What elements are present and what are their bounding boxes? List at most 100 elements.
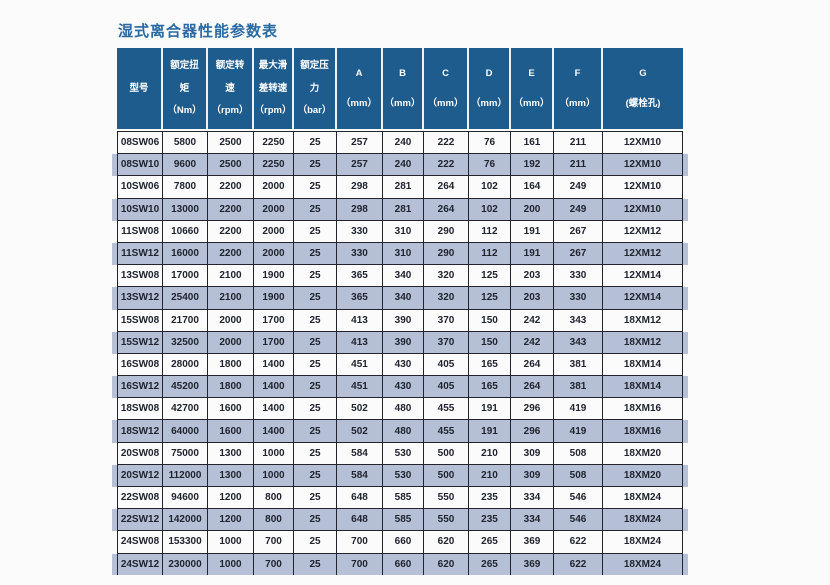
value-cell: 12XM14 bbox=[603, 287, 683, 309]
value-cell: 25 bbox=[294, 132, 337, 154]
table-row: 18SW08 42700 1600 1400 25 502 480 455 191 296 419 1… bbox=[117, 398, 683, 421]
value-cell: 381 bbox=[554, 353, 603, 376]
value-cell: 12XM12 bbox=[603, 220, 683, 242]
value-cell: 7800 bbox=[163, 176, 208, 198]
value-cell: 451 bbox=[337, 376, 383, 398]
value-cell: 1900 bbox=[254, 287, 294, 309]
value-cell: 25 bbox=[294, 464, 337, 486]
value-cell: 265 bbox=[469, 553, 511, 575]
column-header-line: 力 bbox=[309, 82, 320, 94]
value-cell: 200 bbox=[511, 198, 554, 220]
value-cell: 257 bbox=[337, 154, 383, 176]
value-cell: 18XM24 bbox=[603, 487, 683, 509]
model-cell: 15SW12 bbox=[117, 331, 163, 353]
table-row: 11SW08 10660 2200 2000 25 330 310 290 112 191 267 1… bbox=[117, 220, 683, 243]
value-cell: 191 bbox=[511, 220, 554, 242]
value-cell: 257 bbox=[337, 132, 383, 154]
value-cell: 370 bbox=[424, 331, 469, 353]
column-header-A: A （mm） bbox=[337, 48, 383, 129]
value-cell: 500 bbox=[424, 464, 469, 486]
column-header-model: 型号 bbox=[117, 48, 163, 129]
value-cell: 334 bbox=[511, 509, 554, 531]
column-header-line: 型号 bbox=[129, 82, 149, 94]
column-header-line: 额定扭 bbox=[170, 60, 199, 72]
model-cell: 10SW10 bbox=[117, 198, 163, 220]
value-cell: 2500 bbox=[208, 132, 254, 154]
value-cell: 191 bbox=[469, 420, 511, 442]
value-cell: 390 bbox=[383, 331, 424, 353]
column-header-line: B bbox=[399, 67, 406, 79]
value-cell: 191 bbox=[511, 242, 554, 265]
value-cell: 25 bbox=[294, 376, 337, 398]
value-cell: 249 bbox=[554, 176, 603, 198]
value-cell: 585 bbox=[383, 487, 424, 509]
value-cell: 620 bbox=[424, 531, 469, 553]
value-cell: 1200 bbox=[208, 509, 254, 531]
model-cell: 11SW12 bbox=[117, 242, 163, 265]
value-cell: 2250 bbox=[254, 132, 294, 154]
column-header-slip: 最大滑 差转速 （rpm） bbox=[254, 48, 294, 129]
value-cell: 112000 bbox=[163, 464, 208, 486]
column-header-line: （mm） bbox=[559, 97, 596, 109]
model-cell: 18SW08 bbox=[117, 398, 163, 420]
table-row: 16SW12 45200 1800 1400 25 451 430 405 165 264 381 1… bbox=[117, 376, 683, 399]
value-cell: 264 bbox=[424, 176, 469, 198]
value-cell: 290 bbox=[424, 242, 469, 265]
value-cell: 265 bbox=[469, 531, 511, 553]
value-cell: 405 bbox=[424, 353, 469, 376]
column-header-line: 额定压 bbox=[300, 60, 329, 72]
value-cell: 13000 bbox=[163, 198, 208, 220]
value-cell: 75000 bbox=[163, 442, 208, 464]
column-header-pressure: 额定压力 （bar） bbox=[294, 48, 337, 129]
value-cell: 1000 bbox=[254, 464, 294, 486]
value-cell: 508 bbox=[554, 464, 603, 486]
value-cell: 2200 bbox=[208, 220, 254, 242]
column-header-line: （bar） bbox=[297, 105, 332, 117]
value-cell: 430 bbox=[383, 376, 424, 398]
column-header-B: B （mm） bbox=[383, 48, 424, 129]
column-header-line: （mm） bbox=[341, 97, 377, 109]
value-cell: 500 bbox=[424, 442, 469, 464]
value-cell: 1000 bbox=[208, 553, 254, 575]
table-row: 10SW06 7800 2200 2000 25 298 281 264 102 164 249 12… bbox=[117, 176, 683, 199]
value-cell: 25 bbox=[294, 198, 337, 220]
value-cell: 330 bbox=[554, 287, 603, 309]
value-cell: 42700 bbox=[163, 398, 208, 420]
value-cell: 320 bbox=[424, 287, 469, 309]
column-header-line: A bbox=[355, 67, 363, 79]
value-cell: 281 bbox=[383, 198, 424, 220]
value-cell: 390 bbox=[383, 309, 424, 331]
value-cell: 18XM14 bbox=[603, 376, 683, 398]
value-cell: 230000 bbox=[163, 553, 208, 575]
table-row: 22SW08 94600 1200 800 25 648 585 550 235 334 546 18… bbox=[117, 487, 683, 510]
value-cell: 18XM20 bbox=[603, 442, 683, 464]
value-cell: 340 bbox=[383, 287, 424, 309]
model-cell: 22SW08 bbox=[117, 487, 163, 509]
column-header-line: （mm） bbox=[513, 97, 550, 109]
value-cell: 320 bbox=[424, 265, 469, 287]
value-cell: 235 bbox=[469, 509, 511, 531]
value-cell: 550 bbox=[424, 509, 469, 531]
value-cell: 18XM12 bbox=[603, 331, 683, 353]
value-cell: 2100 bbox=[208, 265, 254, 287]
value-cell: 235 bbox=[469, 487, 511, 509]
value-cell: 12XM10 bbox=[603, 198, 683, 220]
value-cell: 660 bbox=[383, 531, 424, 553]
value-cell: 1400 bbox=[254, 353, 294, 376]
value-cell: 1600 bbox=[208, 398, 254, 420]
value-cell: 700 bbox=[337, 531, 383, 553]
value-cell: 102 bbox=[469, 176, 511, 198]
value-cell: 369 bbox=[511, 553, 554, 575]
value-cell: 1600 bbox=[208, 420, 254, 442]
value-cell: 191 bbox=[469, 398, 511, 420]
value-cell: 330 bbox=[337, 220, 383, 242]
value-cell: 64000 bbox=[163, 420, 208, 442]
value-cell: 369 bbox=[511, 531, 554, 553]
column-header-line: 速 bbox=[225, 82, 235, 94]
column-header-line: （rpm） bbox=[211, 105, 249, 117]
value-cell: 18XM16 bbox=[603, 398, 683, 420]
table-row: 10SW10 13000 2200 2000 25 298 281 264 102 200 249 1… bbox=[117, 198, 683, 221]
value-cell: 28000 bbox=[163, 353, 208, 376]
value-cell: 298 bbox=[337, 176, 383, 198]
